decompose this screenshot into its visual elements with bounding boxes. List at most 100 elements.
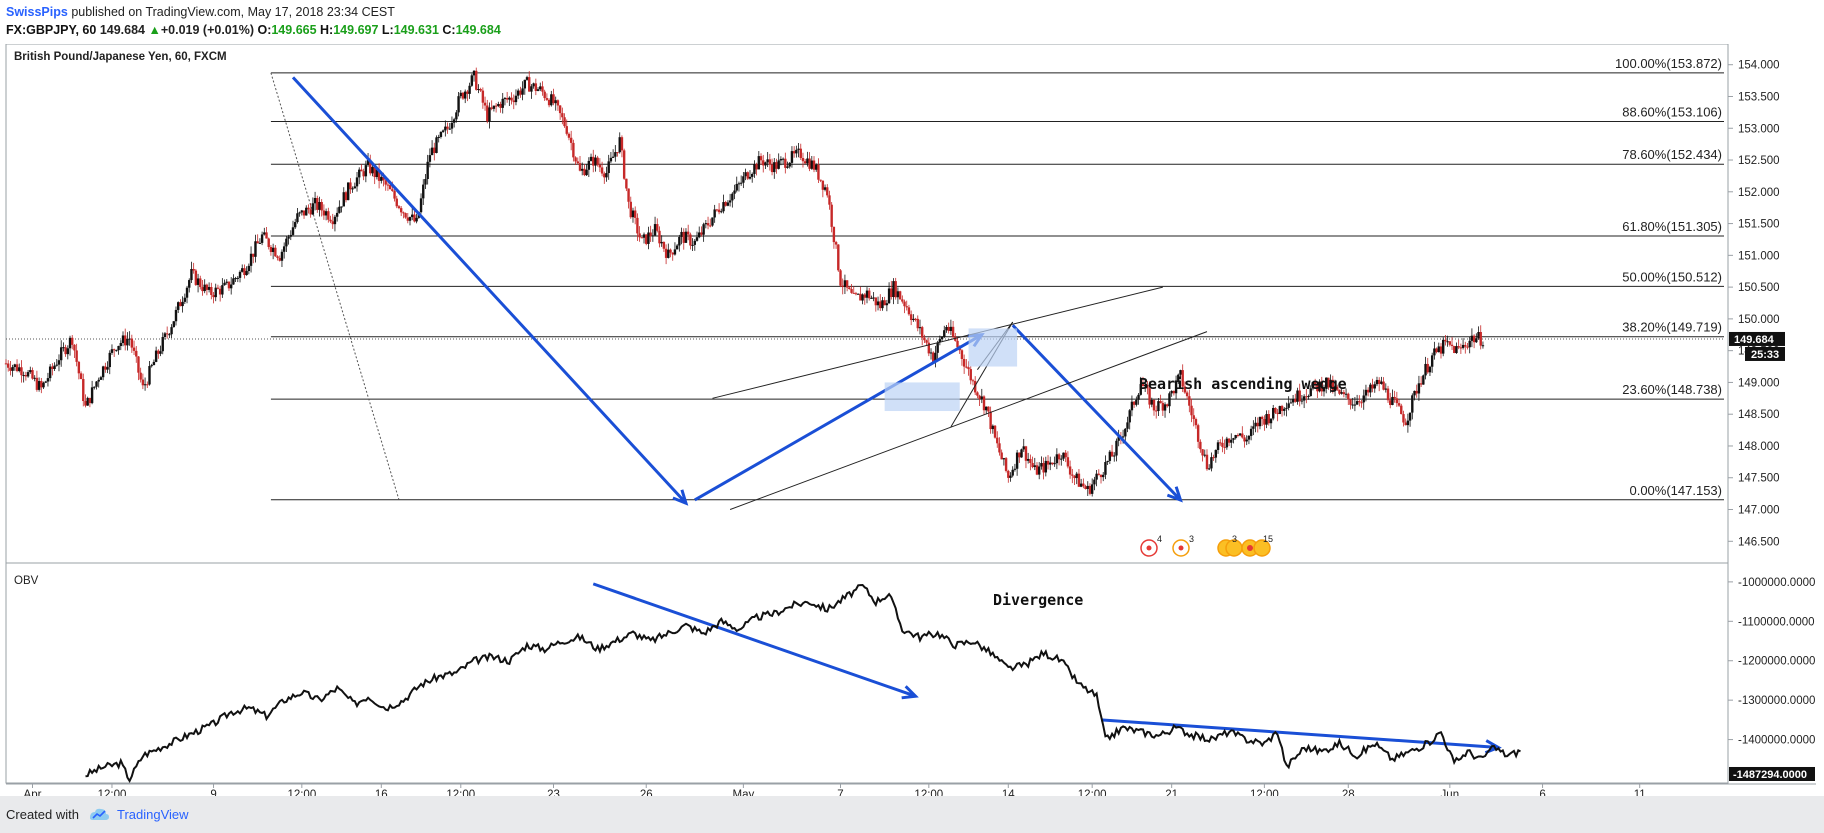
candle-body [338, 206, 341, 213]
candle-body [1230, 439, 1233, 443]
candle-body [600, 167, 604, 174]
event-marker-icon[interactable]: 3 [1217, 534, 1243, 557]
candle-body [1201, 449, 1204, 456]
candle-body [1289, 402, 1293, 404]
candle-body [1252, 426, 1255, 429]
candle-body [245, 271, 248, 276]
candle-body [24, 375, 28, 377]
candle-body [861, 294, 864, 301]
candle-body [157, 350, 160, 354]
candle-body [168, 334, 171, 336]
candle-body [839, 270, 842, 286]
candle-body [236, 277, 240, 279]
candle-body [563, 117, 566, 127]
candle-body [75, 350, 78, 362]
candle-body [868, 290, 871, 299]
candle-body [309, 209, 312, 215]
candle-body [1088, 485, 1092, 494]
candle-body [1238, 433, 1242, 436]
candle-body [313, 197, 317, 204]
candle-body [788, 162, 791, 167]
candle-body [773, 162, 776, 173]
candle-body [205, 284, 209, 290]
symbol-ohlc-line: FX:GBPJPY, 60 149.684 ▲+0.019 (+0.01%) O… [6, 23, 501, 37]
candle-body [830, 204, 833, 227]
candlestick-series [4, 67, 1485, 497]
candle-body [1128, 410, 1131, 423]
candle-body [1066, 457, 1070, 467]
obv-pane-frame [5, 562, 1729, 784]
candle-body [567, 133, 571, 138]
price-axis[interactable]: 154.000 153.500 153.000 152.500 152.000 151.5… [1728, 60, 1780, 549]
obv-tick-label: -1200000.0000 [1738, 656, 1815, 668]
candle-body [823, 187, 827, 190]
tradingview-link[interactable]: TradingView [117, 807, 189, 822]
fibonacci-retracement[interactable]: 100.00%(153.872) 88.60%(153.106) 78.60%(15… [6, 56, 1724, 501]
candle-body [907, 307, 911, 315]
candle-body [73, 344, 76, 351]
candle-body [633, 210, 637, 218]
time-axis[interactable]: Apr 12:00 9 12:00 16 12:00 23 26 May 7 12:00 14 12:0… [24, 784, 1646, 796]
candle-body [358, 169, 361, 178]
publisher-name[interactable]: SwissPips [6, 5, 68, 19]
candle-body [364, 165, 368, 177]
obv-pane-title: OBV [14, 575, 39, 587]
candle-body [1132, 401, 1136, 405]
fib-level-label: 100.00%(153.872) [1615, 56, 1722, 71]
footer: Created with TradingView [0, 796, 1824, 833]
candle-body [99, 377, 103, 380]
candle-body [382, 177, 385, 181]
price-tick-label: 152.500 [1738, 155, 1780, 167]
obv-axis[interactable]: -1000000.0000 -1100000.0000 -1200000.0000 -… [1728, 577, 1815, 747]
candle-body [1457, 346, 1460, 348]
candle-body [753, 164, 756, 174]
event-marker-icon[interactable]: 4 [1140, 534, 1162, 557]
candle-body [1481, 345, 1485, 347]
candle-body [1026, 458, 1030, 461]
candle-body [929, 352, 933, 354]
candle-body [362, 171, 365, 177]
candle-body [845, 280, 849, 288]
candle-body [225, 281, 228, 283]
candle-body [777, 160, 780, 169]
candle-body [137, 356, 140, 373]
candle-body [592, 156, 595, 166]
candle-body [1044, 460, 1048, 473]
candle-body [318, 202, 321, 210]
candle-body [344, 192, 348, 201]
event-marker-icon[interactable]: 3 [1172, 534, 1194, 557]
candle-body [461, 92, 465, 99]
candle-body [265, 232, 268, 239]
candle-body [258, 242, 262, 244]
chart-header: SwissPips published on TradingView.com, … [0, 0, 1824, 44]
event-markers[interactable]: 4 3 3 15 [1140, 534, 1273, 557]
candle-body [945, 326, 948, 331]
candle-body [614, 152, 617, 157]
candle-body [832, 226, 836, 243]
candle-body [925, 340, 928, 343]
candle-body [1137, 394, 1140, 400]
candle-body [1322, 387, 1326, 392]
candle-body [1062, 452, 1065, 459]
chart-canvas[interactable]: British Pound/Japanese Yen, 60, FXCM OBV… [0, 44, 1824, 796]
candle-body [1210, 457, 1213, 469]
candle-body [300, 210, 304, 213]
candle-body [298, 212, 301, 214]
candle-body [980, 396, 983, 399]
candle-body [1115, 440, 1118, 456]
trendline-drawings[interactable] [291, 76, 1502, 755]
candle-body [806, 158, 809, 164]
candle-body [901, 299, 904, 302]
candle-body [1291, 399, 1295, 403]
candle-body [960, 350, 964, 359]
fib-level-label: 61.80%(151.305) [1622, 219, 1722, 234]
price-change: +0.019 (+0.01%) [160, 23, 254, 37]
candle-body [483, 102, 487, 106]
price-tick-label: 147.500 [1738, 473, 1780, 485]
candle-body [1196, 425, 1200, 442]
candle-body [1029, 458, 1032, 463]
candle-body [227, 281, 231, 289]
candle-body [42, 382, 45, 388]
candle-body [7, 363, 10, 368]
event-marker-icon[interactable]: 15 [1241, 534, 1273, 557]
